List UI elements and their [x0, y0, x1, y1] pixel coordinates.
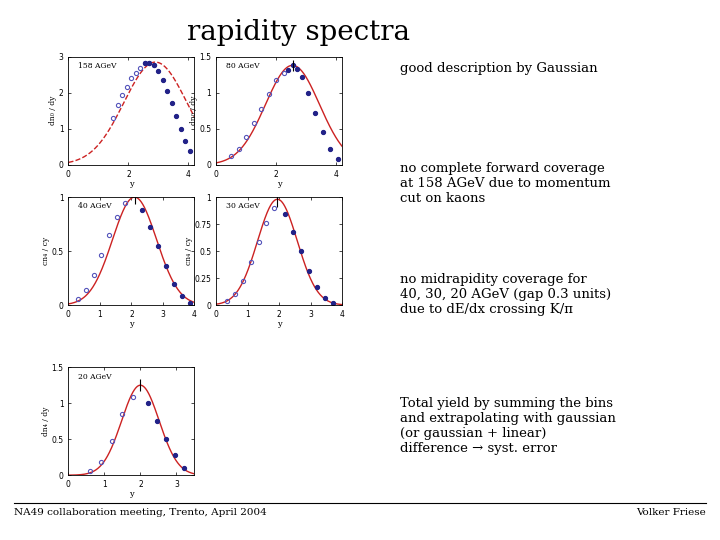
Text: 30 AGeV: 30 AGeV — [226, 202, 260, 211]
X-axis label: y: y — [276, 320, 282, 328]
X-axis label: y: y — [276, 180, 282, 188]
Text: 40 AGeV: 40 AGeV — [78, 202, 112, 211]
X-axis label: y: y — [129, 180, 134, 188]
Y-axis label: dn₀ / dy: dn₀ / dy — [189, 96, 197, 125]
Text: good description by Gaussian: good description by Gaussian — [400, 62, 597, 75]
Text: Volker Friese: Volker Friese — [636, 508, 706, 517]
Text: 80 AGeV: 80 AGeV — [226, 62, 260, 70]
Y-axis label: cn₄ / cy: cn₄ / cy — [185, 237, 193, 265]
Text: no complete forward coverage
at 158 AGeV due to momentum
cut on kaons: no complete forward coverage at 158 AGeV… — [400, 162, 610, 205]
Text: rapidity spectra: rapidity spectra — [187, 19, 410, 46]
X-axis label: y: y — [129, 490, 134, 498]
Text: 158 AGeV: 158 AGeV — [78, 62, 117, 70]
Text: no midrapidity coverage for
40, 30, 20 AGeV (gap 0.3 units)
due to dE/dx crossin: no midrapidity coverage for 40, 30, 20 A… — [400, 273, 611, 316]
Y-axis label: cn₄ / cy: cn₄ / cy — [42, 237, 50, 265]
Text: NA49 collaboration meeting, Trento, April 2004: NA49 collaboration meeting, Trento, Apri… — [14, 508, 267, 517]
X-axis label: y: y — [129, 320, 134, 328]
Y-axis label: dn₄ / dy: dn₄ / dy — [42, 407, 50, 436]
Y-axis label: dn₀ / dy: dn₀ / dy — [49, 96, 58, 125]
Text: Total yield by summing the bins
and extrapolating with gaussian
(or gaussian + l: Total yield by summing the bins and extr… — [400, 397, 616, 455]
Text: 20 AGeV: 20 AGeV — [78, 373, 112, 381]
